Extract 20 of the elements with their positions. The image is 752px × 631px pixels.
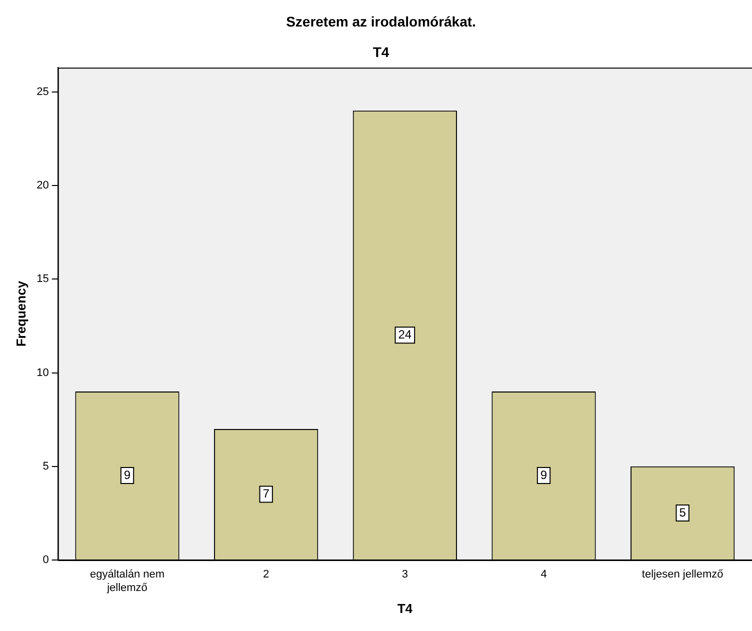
- data-label: 9: [124, 468, 131, 482]
- x-tick-label: 2: [263, 568, 270, 581]
- y-tick-label: 0: [42, 554, 49, 566]
- y-axis-title: Frequency: [13, 280, 28, 347]
- x-tick-label: 3: [402, 568, 408, 581]
- y-tick-label: 20: [36, 180, 49, 192]
- chart-title: Szeretem az irodalomórákat.: [286, 13, 476, 30]
- data-label: 24: [398, 327, 412, 342]
- x-tick-label: egyáltalán nem jellemző: [90, 568, 165, 594]
- y-tick-label: 10: [36, 366, 49, 379]
- y-tick-label: 5: [42, 460, 49, 472]
- chart-subtitle: T4: [372, 44, 390, 60]
- x-tick-label: teljesen jellemző: [642, 568, 724, 581]
- x-axis-title: T4: [397, 600, 414, 616]
- y-tick-label: 25: [36, 86, 49, 98]
- y-tick-label: 15: [36, 273, 49, 286]
- data-label: 5: [679, 505, 686, 520]
- data-label: 9: [540, 468, 548, 482]
- data-label: 7: [262, 486, 270, 501]
- x-tick-label: 4: [540, 568, 547, 581]
